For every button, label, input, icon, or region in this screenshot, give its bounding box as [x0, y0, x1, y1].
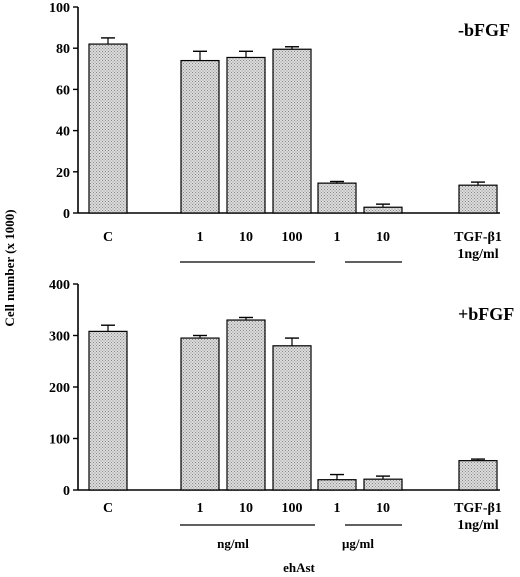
- bottom-category-label: 1ng/ml: [457, 518, 498, 533]
- top-bar: [317, 182, 357, 214]
- bottom-y-tick-label: 400: [49, 278, 70, 293]
- top-category-label: C: [103, 230, 113, 245]
- bottom-category-label: 10: [239, 501, 253, 516]
- bottom-category-label: C: [103, 501, 113, 516]
- bottom-category-label: 10: [376, 501, 390, 516]
- bottom-bar: [226, 319, 266, 491]
- bottom-y-tick-label: 0: [63, 484, 70, 499]
- top-category-label: TGF-β1: [454, 230, 502, 245]
- top-y-tick-label: 80: [56, 42, 70, 57]
- bottom-y-tick-label: 100: [49, 433, 70, 448]
- top-category-label: 10: [239, 230, 253, 245]
- top-bar: [363, 206, 403, 214]
- top-bar: [272, 48, 312, 214]
- bottom-category-label: TGF-β1: [454, 501, 502, 516]
- bottom-category-label: 100: [282, 501, 303, 516]
- chart-minus-bfgf-title: -bFGF: [458, 20, 510, 40]
- top-y-tick-label: 100: [49, 1, 70, 16]
- top-y-tick-label: 0: [63, 207, 70, 222]
- top-y-tick-label: 20: [56, 166, 70, 181]
- top-category-label: 1ng/ml: [457, 247, 498, 262]
- group-label-ug-ml: μg/ml: [342, 536, 374, 551]
- bottom-bar: [180, 337, 220, 491]
- top-bar: [226, 56, 266, 214]
- chart-plus-bfgf: +bFGF 0 100 200 300 400 C 1 10 100 1 10 TGF-β1 1ng/m…: [49, 278, 514, 533]
- bottom-bar: [458, 460, 498, 491]
- top-bar: [88, 43, 128, 214]
- bottom-bar: [88, 330, 128, 491]
- bottom-y-tick-label: 200: [49, 381, 70, 396]
- top-y-tick-label: 60: [56, 83, 70, 98]
- bottom-category-label: 1: [334, 501, 341, 516]
- bottom-bar: [272, 345, 312, 491]
- top-category-label: 1: [197, 230, 204, 245]
- top-category-label: 1: [334, 230, 341, 245]
- x-axis-label-ehast: ehAst: [283, 560, 315, 575]
- top-bar: [458, 184, 498, 214]
- shared-y-axis-label: Cell number (x 1000): [2, 209, 17, 326]
- top-y-tick-label: 40: [56, 125, 70, 140]
- chart-minus-bfgf: -bFGF 0 20 40 60 80 100 C 1 10 100 1 10 TGF-β1 1ng/ml: [49, 1, 510, 263]
- bottom-bar: [363, 478, 403, 491]
- top-bar: [180, 59, 220, 214]
- group-label-ng-ml: ng/ml: [217, 536, 249, 551]
- top-category-label: 10: [376, 230, 390, 245]
- bottom-bar: [317, 479, 357, 491]
- chart-plus-bfgf-title: +bFGF: [458, 304, 514, 324]
- bottom-y-tick-label: 300: [49, 330, 70, 345]
- top-category-label: 100: [282, 230, 303, 245]
- group-label-row: ng/ml μg/ml ehAst: [217, 536, 374, 575]
- bottom-category-label: 1: [197, 501, 204, 516]
